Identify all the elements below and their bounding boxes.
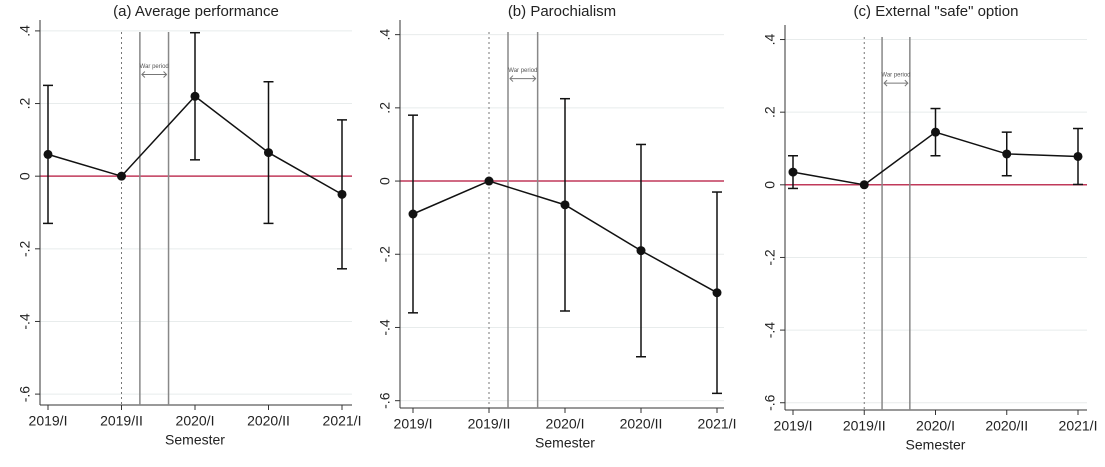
x-axis-label: Semester <box>906 437 966 453</box>
x-tick-label: 2019/II <box>100 413 143 429</box>
x-tick-label: 2020/I <box>916 418 955 434</box>
point <box>560 200 570 210</box>
x-tick-label: 2019/II <box>843 418 886 434</box>
point <box>1073 151 1083 161</box>
y-tick-label: -.2 <box>762 249 778 266</box>
x-tick-label: 2020/II <box>247 413 290 429</box>
y-tick-label: -.2 <box>17 240 33 257</box>
arrow-head <box>141 71 168 78</box>
y-tick-label: .2 <box>377 102 393 114</box>
y-tick-label: .2 <box>762 106 778 118</box>
y-tick-label: -.6 <box>377 392 393 409</box>
panel-title: (b) Parochialism <box>508 3 616 20</box>
y-tick-label: 0 <box>762 181 778 189</box>
x-tick-label: 2019/I <box>29 413 68 429</box>
annotation: War period <box>140 64 169 70</box>
point <box>636 246 646 256</box>
point <box>264 148 273 158</box>
annotation: War period <box>508 68 537 74</box>
x-tick-label: 2020/II <box>620 416 663 432</box>
y-tick-label: -.4 <box>377 319 393 336</box>
point <box>859 180 869 190</box>
x-tick-label: 2020/II <box>985 418 1028 434</box>
point <box>190 91 200 101</box>
point <box>931 127 940 137</box>
x-tick-label: 2019/I <box>394 416 433 432</box>
point <box>117 171 126 181</box>
panel-title: (c) External "safe" option <box>854 3 1019 20</box>
y-tick-label: -.6 <box>762 394 778 411</box>
x-tick-label: 2021/I <box>323 413 362 429</box>
y-tick-label: .4 <box>377 29 393 41</box>
point <box>484 176 494 186</box>
point <box>408 209 418 219</box>
arrow-head <box>509 75 537 82</box>
y-tick-label: .2 <box>17 97 33 109</box>
point <box>337 189 347 199</box>
x-axis-label: Semester <box>535 435 595 451</box>
annotation: War period <box>881 73 910 79</box>
point <box>788 167 798 177</box>
point <box>43 149 53 159</box>
y-tick-label: -.6 <box>17 386 33 403</box>
y-tick-label: 0 <box>377 177 393 185</box>
x-tick-label: 2021/I <box>698 416 737 432</box>
point <box>712 288 722 298</box>
y-tick-label: .4 <box>17 25 33 37</box>
x-tick-label: 2020/I <box>546 416 585 432</box>
y-tick-label: -.4 <box>17 313 33 330</box>
arrow-head <box>883 79 909 87</box>
x-tick-label: 2021/I <box>1059 418 1098 434</box>
x-axis-label: Semester <box>165 432 225 448</box>
y-tick-label: 0 <box>17 172 33 180</box>
x-tick-label: 2019/I <box>774 418 813 434</box>
y-tick-label: .4 <box>762 33 778 45</box>
x-tick-label: 2019/II <box>468 416 511 432</box>
y-tick-label: -.2 <box>377 246 393 263</box>
point <box>1002 149 1012 159</box>
x-tick-label: 2020/I <box>176 413 215 429</box>
y-tick-label: -.4 <box>762 322 778 339</box>
panel-title: (a) Average performance <box>113 3 279 20</box>
